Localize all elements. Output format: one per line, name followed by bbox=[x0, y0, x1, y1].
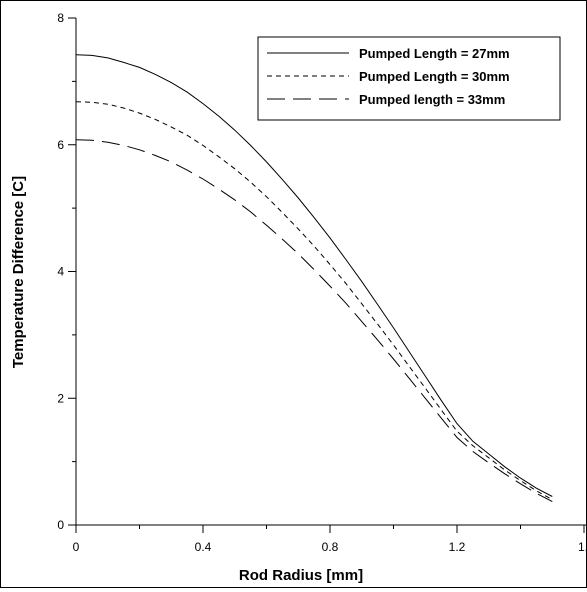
legend-box bbox=[257, 36, 561, 121]
x-tick-label: 1.2 bbox=[449, 540, 466, 554]
ticks: 0 2 4 6 8 0 0.4 0.8 1.2 1. bbox=[57, 11, 587, 554]
x-tick-label: 1. bbox=[578, 540, 586, 554]
legend: Pumped Length = 27mm Pumped Length = 30mm… bbox=[257, 36, 561, 121]
series-line-2 bbox=[75, 101, 553, 501]
x-axis-title: Rod Radius [mm] bbox=[239, 567, 363, 584]
legend-label-3: Pumped length = 33mm bbox=[359, 92, 505, 107]
x-tick-label: 0.8 bbox=[322, 540, 339, 554]
y-axis-title: Temperature Difference [C] bbox=[10, 176, 27, 368]
y-tick-label: 2 bbox=[57, 391, 64, 405]
series-line-3 bbox=[75, 139, 553, 503]
series-line-1 bbox=[75, 54, 553, 497]
legend-label-2: Pumped Length = 30mm bbox=[359, 69, 510, 84]
y-tick-label: 0 bbox=[57, 518, 64, 532]
x-tick-label: 0 bbox=[73, 540, 80, 554]
y-tick-label: 4 bbox=[57, 265, 64, 279]
series-lines bbox=[75, 54, 553, 503]
x-tick-label: 0.4 bbox=[195, 540, 212, 554]
y-tick-label: 6 bbox=[57, 138, 64, 152]
y-tick-label: 8 bbox=[57, 11, 64, 25]
legend-label-1: Pumped Length = 27mm bbox=[359, 46, 510, 61]
